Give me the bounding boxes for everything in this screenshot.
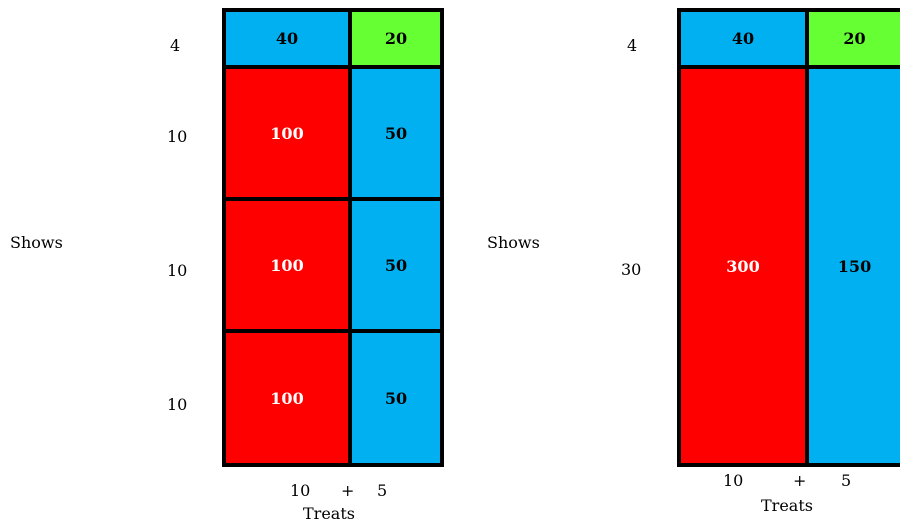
left-shows-label: Shows [10, 233, 63, 252]
right-bottom-plus: + [793, 471, 807, 490]
left-row-label-1: 4 [170, 36, 181, 55]
right-row-label-1: 4 [627, 36, 638, 55]
left-cell-r1c1: 40 [226, 12, 348, 65]
left-cell-r3c1: 100 [226, 201, 348, 329]
right-bottom-title: Treats [761, 496, 813, 515]
left-cell-r2c2: 50 [352, 69, 440, 197]
right-grid: 40 20 300 150 [677, 8, 900, 467]
right-cell-r1c2: 20 [809, 12, 900, 65]
left-grid: 40 20 100 50 100 50 100 50 [222, 8, 444, 467]
right-row-label-2: 30 [621, 260, 642, 279]
right-shows-label: Shows [487, 233, 540, 252]
right-cell-r1c1: 40 [681, 12, 805, 65]
left-row-label-4: 10 [167, 395, 188, 414]
left-cell-r2c1: 100 [226, 69, 348, 197]
left-bottom-title: Treats [303, 504, 355, 523]
right-bottom-value-b: 5 [841, 471, 852, 490]
left-row-label-2: 10 [167, 127, 188, 146]
right-cell-r2c2: 150 [809, 69, 900, 463]
left-bottom-value-a: 10 [290, 481, 311, 500]
left-cell-r4c2: 50 [352, 333, 440, 463]
left-bottom-value-b: 5 [377, 481, 388, 500]
right-cell-r2c1: 300 [681, 69, 805, 463]
left-cell-r4c1: 100 [226, 333, 348, 463]
left-row-label-3: 10 [167, 261, 188, 280]
left-cell-r3c2: 50 [352, 201, 440, 329]
right-bottom-value-a: 10 [723, 471, 744, 490]
left-cell-r1c2: 20 [352, 12, 440, 65]
left-bottom-plus: + [341, 481, 355, 500]
